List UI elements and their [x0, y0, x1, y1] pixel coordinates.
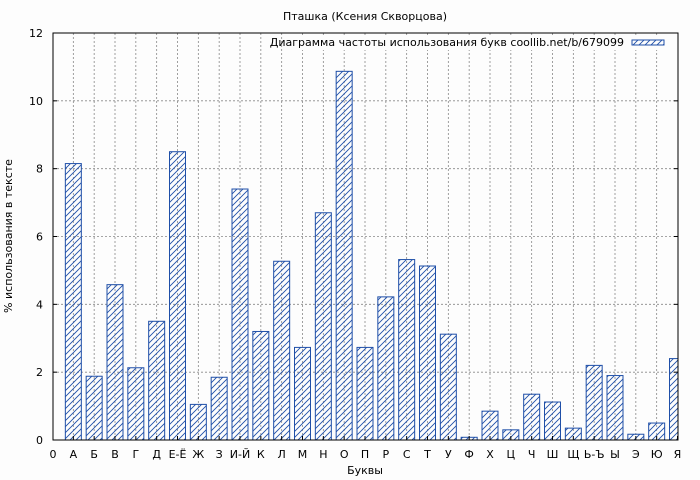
bar-Ч — [523, 393, 541, 441]
y-tick-label: 8 — [36, 163, 43, 176]
y-tick-label: 2 — [36, 366, 43, 379]
y-tick-label: 12 — [29, 27, 43, 40]
legend-label: Диаграмма частоты использования букв coo… — [270, 36, 624, 49]
legend-box — [286, 35, 674, 50]
legend-swatch — [631, 39, 665, 46]
bar-К — [252, 330, 270, 441]
x-tick-label: Ь-Ъ — [584, 448, 605, 461]
chart-title: Пташка (Ксения Скворцова) — [283, 10, 447, 23]
x-tick-label: Ш — [547, 448, 559, 461]
x-tick-label: Р — [383, 448, 390, 461]
y-tick-label: 4 — [36, 298, 43, 311]
bar-Ь-Ъ — [585, 364, 603, 441]
legend: Диаграмма частоты использования букв coo… — [270, 35, 674, 50]
bar-М — [294, 346, 311, 441]
y-tick-label: 0 — [36, 434, 43, 447]
bar-И-Й — [231, 188, 249, 441]
x-tick-label: П — [361, 448, 369, 461]
x-tick-label: Я — [674, 448, 682, 461]
bar-Х — [481, 410, 499, 441]
bar-Д — [148, 320, 166, 441]
y-tick-label: 6 — [36, 231, 43, 244]
x-tick-label: В — [111, 448, 119, 461]
bar-Т — [419, 265, 436, 441]
x-tick-label: Ф — [464, 448, 473, 461]
bar-У — [439, 333, 457, 441]
x-axis-label: Буквы — [347, 464, 383, 477]
x-tick-label: Ы — [610, 448, 620, 461]
bar-С — [398, 259, 416, 441]
x-tick-label: Т — [423, 448, 431, 461]
bar-Ы — [606, 375, 624, 441]
x-tick-label: 0 — [50, 448, 57, 461]
y-axis-label: % использования в тексте — [2, 159, 15, 313]
bar-П — [356, 346, 374, 441]
x-tick-label: Ц — [507, 448, 516, 461]
y-tick-label: 10 — [29, 95, 43, 108]
bar-З — [210, 376, 228, 441]
x-tick-label: Щ — [567, 448, 579, 461]
x-tick-label: М — [298, 448, 308, 461]
bar-А — [64, 163, 82, 441]
bar-О — [335, 70, 353, 441]
bar-Н — [314, 212, 332, 441]
x-tick-label: У — [445, 448, 452, 461]
x-tick-label: О — [340, 448, 349, 461]
x-tick-label: Ю — [651, 448, 663, 461]
x-tick-label: С — [403, 448, 411, 461]
x-tick-label: Л — [278, 448, 286, 461]
bar-Р — [377, 296, 395, 441]
bar-В — [106, 284, 124, 441]
x-tick-label: Х — [486, 448, 494, 461]
x-tick-label: З — [216, 448, 223, 461]
x-tick-label: Б — [90, 448, 98, 461]
x-tick-label: Д — [152, 448, 161, 461]
bar-Е-Ё — [169, 151, 186, 441]
bar-Г — [127, 367, 145, 441]
bar-Л — [273, 260, 291, 441]
y-axis: 0 2 4 6 8 10 12 — [29, 27, 678, 447]
x-tick-label: Ч — [528, 448, 536, 461]
bar-Ш — [544, 401, 561, 441]
x-tick-label: Э — [632, 448, 640, 461]
x-tick-label: И-Й — [230, 448, 250, 461]
x-axis: 0 А Б В Г Д Е-Ё Ж З И-Й К Л М Н О П Р С Т У Ф Х Ц Ч Ш Щ Ь-Ъ Ы Э Ю Я — [50, 436, 682, 461]
x-tick-label: Г — [132, 448, 139, 461]
x-tick-label: К — [257, 448, 265, 461]
x-tick-label: Н — [319, 448, 327, 461]
bar-Ж — [189, 403, 207, 441]
x-tick-label: А — [70, 448, 78, 461]
x-tick-label: Е-Ё — [169, 448, 187, 461]
bar-Я — [669, 358, 679, 441]
bar-Б — [85, 375, 103, 441]
x-tick-label: Ж — [192, 448, 204, 461]
